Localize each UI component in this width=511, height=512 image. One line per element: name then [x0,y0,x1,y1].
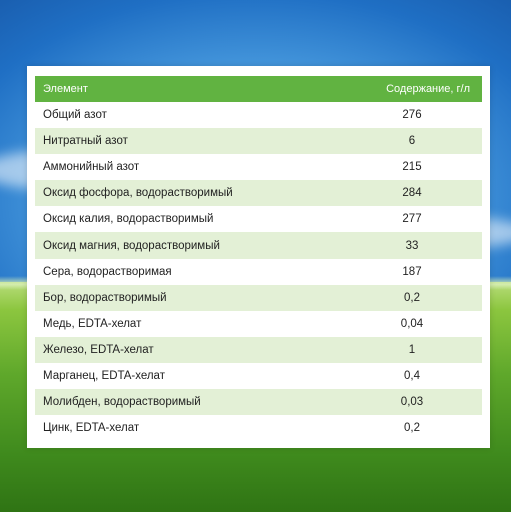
table-row: Цинк, EDTA-хелат 0,2 [35,415,482,442]
header-element: Элемент [35,76,342,102]
table-row: Аммонийный азот 215 [35,154,482,181]
element-name-cell: Общий азот [35,102,342,129]
table-row: Оксид калия, водорастворимый 277 [35,206,482,233]
table-row: Железо, EDTA-хелат 1 [35,336,482,363]
content-value-cell: 0,2 [342,415,482,442]
element-name-cell: Молибден, водорастворимый [35,389,342,416]
element-name-cell: Бор, водорастворимый [35,284,342,311]
element-name-cell: Цинк, EDTA-хелат [35,415,342,442]
element-name-cell: Аммонийный азот [35,154,342,181]
content-value-cell: 1 [342,336,482,363]
table-row: Нитратный азот 6 [35,128,482,155]
content-value-cell: 0,4 [342,362,482,390]
element-name-cell: Оксид фосфора, водорастворимый [35,180,342,207]
element-name-cell: Сера, водорастворимая [35,258,342,285]
element-name-cell: Марганец, EDTA-хелат [35,362,342,390]
table-row: Оксид магния, водорастворимый 33 [35,232,482,259]
element-name-cell: Оксид магния, водорастворимый [35,232,342,259]
header-content: Содержание, г/л [342,76,482,102]
table-row: Бор, водорастворимый 0,2 [35,284,482,311]
element-name-cell: Железо, EDTA-хелат [35,336,342,363]
element-name-cell: Нитратный азот [35,128,342,155]
element-name-cell: Оксид калия, водорастворимый [35,206,342,233]
table-row: Оксид фосфора, водорастворимый 284 [35,180,482,207]
content-value-cell: 187 [342,258,482,285]
table-row: Сера, водорастворимая 187 [35,258,482,285]
table-row: Общий азот 276 [35,102,482,129]
composition-table: Элемент Содержание, г/л Общий азот 276 Нит… [35,76,482,442]
content-value-cell: 33 [342,232,482,259]
table-row: Марганец, EDTA-хелат 0,4 [35,362,482,390]
content-value-cell: 215 [342,154,482,181]
content-value-cell: 0,04 [342,310,482,337]
content-value-cell: 277 [342,206,482,233]
composition-card: Элемент Содержание, г/л Общий азот 276 Нит… [27,66,490,448]
table-row: Молибден, водорастворимый 0,03 [35,389,482,416]
content-value-cell: 6 [342,128,482,155]
content-value-cell: 284 [342,180,482,207]
content-value-cell: 0,2 [342,284,482,311]
element-name-cell: Медь, EDTA-хелат [35,310,342,337]
table-row: Медь, EDTA-хелат 0,04 [35,310,482,337]
content-value-cell: 0,03 [342,389,482,416]
content-value-cell: 276 [342,102,482,129]
table-header-row: Элемент Содержание, г/л [35,76,482,102]
table-body: Общий азот 276 Нитратный азот 6 Аммонийный а… [35,102,482,442]
